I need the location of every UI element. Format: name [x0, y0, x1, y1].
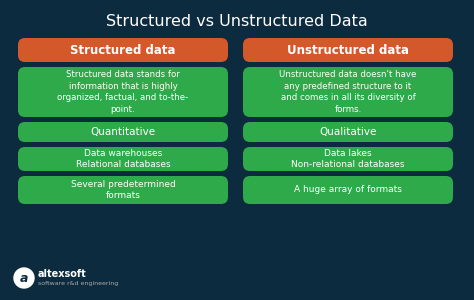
FancyBboxPatch shape: [243, 67, 453, 117]
FancyBboxPatch shape: [18, 147, 228, 171]
Text: Data lakes
Non-relational databases: Data lakes Non-relational databases: [291, 149, 405, 169]
Text: A huge array of formats: A huge array of formats: [294, 185, 402, 194]
Text: Qualitative: Qualitative: [319, 127, 377, 137]
Text: Several predetermined
formats: Several predetermined formats: [71, 180, 175, 200]
Text: Quantitative: Quantitative: [91, 127, 155, 137]
Text: Structured data: Structured data: [70, 44, 176, 56]
Text: software r&d engineering: software r&d engineering: [38, 280, 118, 286]
Text: altexsoft: altexsoft: [38, 269, 87, 279]
Circle shape: [14, 268, 34, 288]
Text: Structured vs Unstructured Data: Structured vs Unstructured Data: [106, 14, 368, 29]
Text: Unstructured data: Unstructured data: [287, 44, 409, 56]
Text: Data warehouses
Relational databases: Data warehouses Relational databases: [76, 149, 170, 169]
FancyBboxPatch shape: [18, 122, 228, 142]
FancyBboxPatch shape: [18, 176, 228, 204]
Text: Structured data stands for
information that is highly
organized, factual, and to: Structured data stands for information t…: [57, 70, 189, 114]
FancyBboxPatch shape: [243, 147, 453, 171]
Text: a: a: [20, 272, 28, 284]
FancyBboxPatch shape: [243, 38, 453, 62]
FancyBboxPatch shape: [243, 176, 453, 204]
FancyBboxPatch shape: [18, 38, 228, 62]
FancyBboxPatch shape: [18, 67, 228, 117]
Text: Unstructured data doesn't have
any predefined structure to it
and comes in all i: Unstructured data doesn't have any prede…: [279, 70, 417, 114]
FancyBboxPatch shape: [243, 122, 453, 142]
